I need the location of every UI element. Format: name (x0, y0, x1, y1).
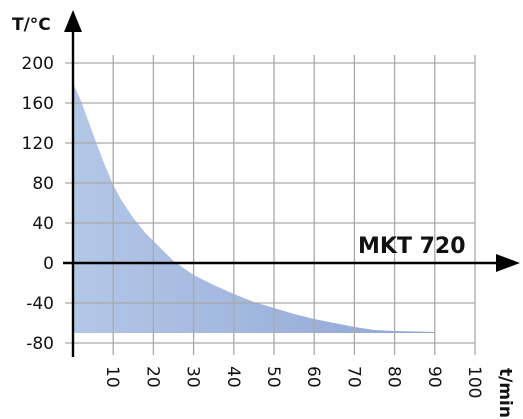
y-tick-label: 40 (32, 214, 54, 234)
axes (63, 10, 520, 357)
area-layer (73, 83, 435, 333)
x-axis-arrow (496, 254, 520, 272)
y-tick-label: 120 (22, 134, 54, 154)
y-axis-arrow (64, 10, 82, 32)
y-tick-labels: 200 160 120 80 40 0 -40 -80 (22, 54, 54, 354)
x-tick-label: 40 (223, 366, 243, 388)
y-tick-label: -40 (26, 294, 54, 314)
x-axis-title: t/min (495, 368, 515, 418)
x-tick-label: 80 (384, 366, 404, 388)
chart-annotation: MKT 720 (358, 234, 466, 259)
x-tick-label: 60 (303, 366, 323, 388)
y-tick-label: 200 (22, 54, 54, 74)
y-tick-label: 0 (43, 254, 54, 274)
x-tick-label: 50 (263, 366, 283, 388)
x-tick-label: 30 (183, 366, 203, 388)
x-tick-label: 20 (142, 366, 162, 388)
y-tick-label: 80 (32, 174, 54, 194)
grid (65, 55, 476, 355)
x-tick-label: 70 (343, 366, 363, 388)
y-tick-label: 160 (22, 94, 54, 114)
x-tick-label: 100 (464, 366, 484, 398)
x-tick-labels: 10 20 30 40 50 60 70 80 90 100 (102, 366, 484, 398)
x-tick-label: 10 (102, 366, 122, 388)
temperature-area (73, 83, 435, 333)
y-axis-title: T/°C (12, 15, 51, 35)
x-tick-label: 90 (424, 366, 444, 388)
y-tick-label: -80 (26, 334, 54, 354)
